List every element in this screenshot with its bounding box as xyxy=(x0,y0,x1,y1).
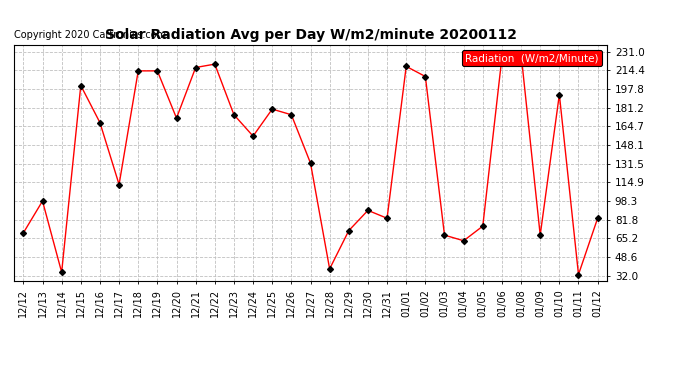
Title: Solar Radiation Avg per Day W/m2/minute 20200112: Solar Radiation Avg per Day W/m2/minute … xyxy=(104,28,517,42)
Text: Copyright 2020 Cartronics.com: Copyright 2020 Cartronics.com xyxy=(14,30,166,40)
Legend: Radiation  (W/m2/Minute): Radiation (W/m2/Minute) xyxy=(462,50,602,66)
